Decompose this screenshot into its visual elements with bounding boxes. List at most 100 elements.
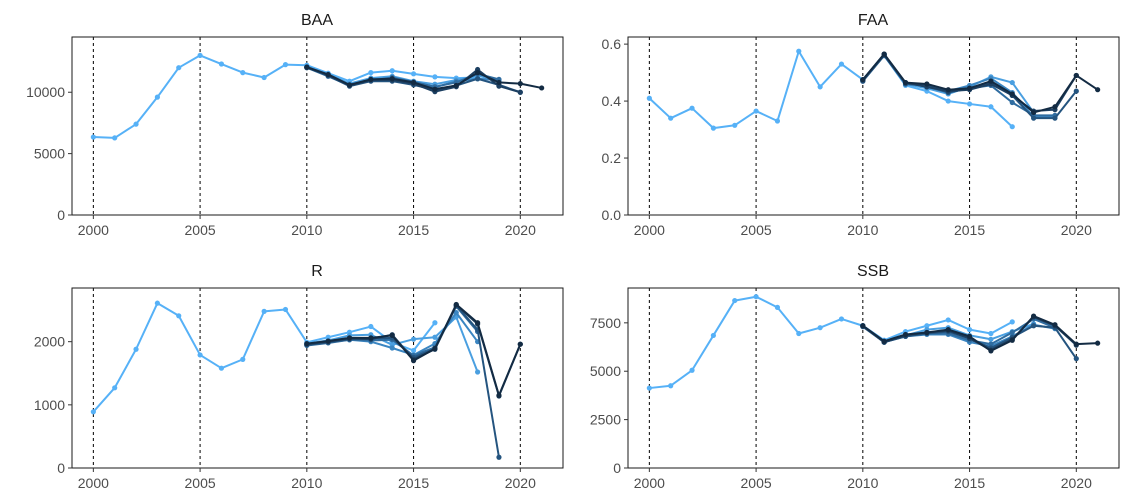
point-ssb-6-2014 [945, 327, 951, 333]
x-tick-label-ssb-2000: 2000 [634, 475, 665, 491]
point-baa-0-2013 [368, 70, 374, 76]
point-r-0-2001 [112, 385, 118, 391]
point-faa-3-2017 [1009, 99, 1015, 106]
point-r-0-2004 [176, 313, 182, 319]
panel-title-baa: BAA [301, 12, 333, 29]
x-tick-label-ssb-2005: 2005 [741, 475, 772, 491]
x-tick-label-ssb-2010: 2010 [847, 475, 878, 491]
point-faa-6-2012 [902, 79, 909, 86]
point-ssb-6-2013 [924, 329, 930, 336]
point-faa-0-2015 [966, 101, 973, 107]
panel-frame-faa [627, 36, 1120, 216]
point-ssb-0-2017 [1009, 319, 1015, 325]
point-ssb-0-2015 [966, 327, 973, 333]
y-tick-label-baa-0: 0 [57, 207, 65, 223]
x-tick-label-r-2020: 2020 [505, 475, 536, 491]
point-r-6-2011 [325, 338, 331, 344]
point-baa-5-2019 [496, 83, 502, 89]
x-tick-label-faa-2010: 2010 [847, 222, 878, 238]
point-baa-6-2010 [304, 64, 310, 70]
point-baa-4-2018 [475, 76, 481, 82]
point-faa-0-2014 [945, 98, 951, 104]
panel-title-faa: FAA [858, 12, 889, 29]
point-baa-0-2005 [197, 52, 203, 59]
x-tick-label-r-2015: 2015 [398, 475, 429, 491]
point-ssb-6-2015 [966, 333, 973, 339]
point-baa-6-2019 [496, 79, 502, 86]
point-faa-0-2001 [668, 115, 674, 121]
point-baa-6-2011 [325, 71, 331, 78]
point-baa-6-2017 [453, 82, 459, 89]
point-ssb-0-2007 [796, 330, 802, 337]
point-baa-0-2016 [432, 74, 438, 80]
point-faa-0-2007 [796, 48, 802, 54]
point-ssb-0-2009 [838, 316, 845, 322]
panel-baa: BAA 2000 2005 2010 2015 2020 0 5000 10000 [26, 12, 564, 238]
point-baa-0-2003 [154, 94, 160, 100]
point-baa-6-2012 [346, 82, 353, 88]
point-ssb-0-2000 [646, 385, 652, 391]
y-tick-label-r-1000: 1000 [34, 397, 65, 413]
point-faa-0-2002 [689, 105, 695, 111]
point-ssb-6-2017 [1009, 337, 1015, 343]
point-faa-6-2021 [1095, 87, 1101, 93]
point-ssb-6-2020 [1073, 341, 1079, 347]
point-r-6-2010 [304, 340, 310, 347]
series-line-faa-0 [648, 50, 1014, 130]
panel-faa: FAA 2000 2005 2010 2015 2020 0.0 0.2 0.4 0.6 [602, 12, 1120, 238]
point-faa-0-2016 [988, 104, 994, 110]
panel-frame-baa [71, 36, 564, 216]
panel-frame-r [71, 287, 564, 469]
point-faa-6-2015 [966, 85, 973, 91]
point-r-2-2014 [389, 345, 395, 351]
point-r-1-2015 [410, 336, 417, 342]
x-tick-label-faa-2000: 2000 [634, 222, 665, 238]
point-faa-0-2008 [817, 84, 823, 90]
x-tick-label-faa-2020: 2020 [1061, 222, 1092, 238]
point-r-1-2018 [475, 369, 481, 375]
point-ssb-6-2018 [1031, 313, 1037, 319]
point-r-6-2020 [517, 341, 523, 347]
y-tick-label-ssb-5000: 5000 [590, 363, 621, 379]
point-baa-0-2001 [112, 135, 118, 141]
point-faa-0-2009 [838, 61, 845, 67]
series-line-faa-6 [861, 53, 1099, 114]
point-ssb-4-2020 [1073, 356, 1079, 362]
point-baa-5-2020 [517, 89, 523, 95]
point-r-6-2017 [453, 301, 459, 308]
point-faa-0-2000 [646, 95, 652, 101]
point-r-0-2008 [261, 308, 267, 314]
point-faa-6-2014 [945, 87, 951, 93]
point-faa-0-2017 [1009, 124, 1015, 130]
point-faa-6-2013 [924, 81, 930, 87]
x-tick-label-baa-2010: 2010 [291, 222, 322, 238]
point-faa-4-2018 [1031, 115, 1037, 121]
point-ssb-6-2016 [988, 348, 994, 354]
y-tick-label-ssb-0: 0 [613, 460, 621, 476]
x-tick-label-r-2010: 2010 [291, 475, 322, 491]
point-r-0-2015 [410, 347, 417, 354]
x-tick-label-baa-2000: 2000 [78, 222, 109, 238]
point-baa-0-2000 [90, 134, 96, 140]
point-baa-6-2018 [475, 70, 481, 76]
y-tick-label-faa-0.6: 0.6 [602, 36, 622, 52]
point-baa-0-2015 [410, 71, 417, 77]
panel-title-ssb: SSB [857, 263, 889, 280]
point-baa-6-2015 [410, 79, 417, 86]
panel-frame-ssb [627, 287, 1120, 469]
y-tick-label-ssb-7500: 7500 [590, 315, 621, 331]
point-r-0-2009 [282, 306, 289, 313]
panel-ssb: SSB 2000 2005 2010 2015 2020 0 2500 5000 7500 [590, 263, 1120, 491]
series-line-ssb-0 [648, 295, 1014, 390]
point-baa-6-2020 [517, 81, 523, 87]
y-tick-label-ssb-2500: 2500 [590, 412, 621, 428]
x-tick-label-r-2005: 2005 [185, 475, 216, 491]
point-baa-0-2006 [218, 61, 225, 67]
point-baa-0-2004 [176, 65, 182, 71]
x-tick-label-ssb-2015: 2015 [954, 475, 985, 491]
point-ssb-6-2012 [902, 331, 909, 338]
point-baa-6-2021 [539, 85, 545, 91]
series-line-r-0 [92, 302, 436, 413]
point-faa-6-2016 [988, 78, 994, 84]
